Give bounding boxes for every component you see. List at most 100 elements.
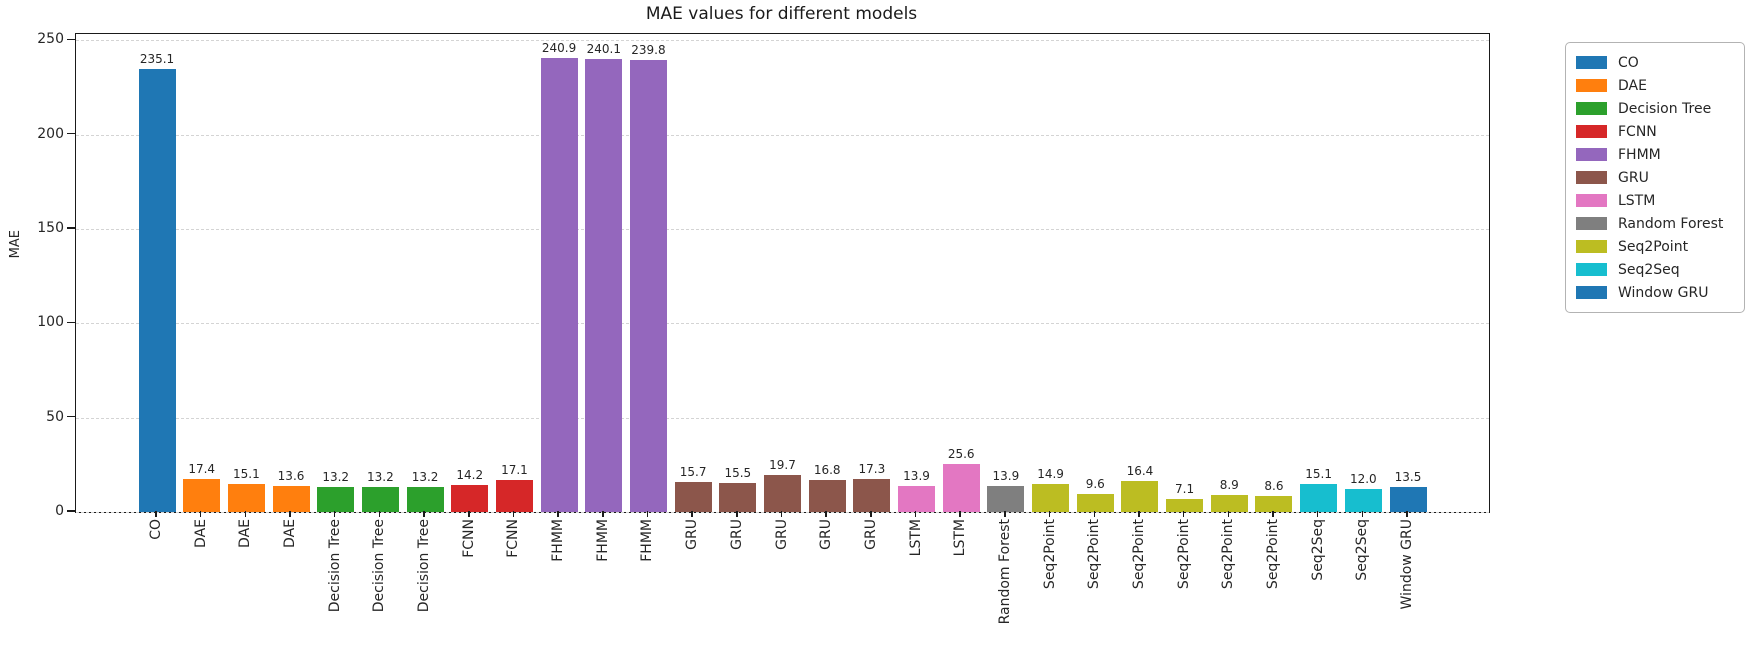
bar-value-label: 17.3 [858, 462, 886, 477]
x-tick-mark [1093, 511, 1095, 517]
y-tick-label: 250 [37, 31, 64, 48]
bar-dae [183, 479, 221, 512]
bar-random-forest [987, 485, 1025, 512]
x-tick-mark [289, 511, 291, 517]
bar-fcnn [451, 485, 489, 512]
x-tick-label: LSTM [952, 519, 969, 557]
bar-value-label: 9.6 [1085, 476, 1105, 491]
x-tick-label: CO [148, 519, 164, 540]
y-tick-label: 50 [46, 408, 64, 425]
bar-value-label: 13.2 [322, 470, 350, 485]
legend-label: CO [1618, 54, 1639, 71]
bar-value-label: 13.9 [992, 468, 1020, 483]
legend-swatch [1576, 125, 1607, 138]
bar-fhmm [585, 59, 623, 512]
bar-value-label: 7.1 [1175, 481, 1195, 496]
bar-seq2seq [1300, 483, 1338, 512]
x-tick-mark [1182, 511, 1185, 517]
bar-value-label: 14.2 [456, 468, 484, 483]
legend-label: FCNN [1618, 123, 1657, 140]
legend-label: Decision Tree [1618, 100, 1712, 117]
x-tick-mark [199, 511, 202, 517]
bar-lstm [942, 463, 980, 512]
x-tick-label: GRU [818, 519, 835, 550]
x-tick-mark [1048, 511, 1051, 517]
bar-value-label: 239.8 [631, 42, 666, 57]
legend-swatch [1576, 102, 1607, 115]
bar-gru [764, 474, 801, 512]
x-tick-mark [1138, 511, 1140, 517]
legend-item: CO [1576, 51, 1734, 74]
bar-seq2point [1121, 481, 1159, 512]
x-tick-mark [512, 511, 515, 517]
x-tick-mark [244, 511, 247, 517]
bar-seq2point [1166, 498, 1204, 512]
x-tick-label: Decision Tree [326, 519, 343, 613]
bar-fhmm [629, 59, 667, 512]
bar-value-label: 13.9 [903, 468, 930, 483]
x-tick-mark [736, 511, 738, 517]
x-tick-label: Seq2Seq [1354, 519, 1371, 581]
legend-swatch [1576, 240, 1607, 253]
legend-label: Random Forest [1618, 215, 1724, 232]
x-tick-label: FCNN [505, 519, 522, 558]
legend-swatch [1576, 79, 1607, 92]
y-tick-label: 200 [37, 125, 64, 142]
gridline [76, 512, 1489, 513]
legend-label: LSTM [1618, 192, 1656, 209]
bar-value-label: 8.6 [1264, 478, 1284, 493]
legend-swatch [1576, 286, 1607, 299]
x-tick-mark [155, 511, 157, 517]
y-tick-mark [67, 132, 75, 135]
x-tick-label: Seq2Point [1264, 519, 1281, 590]
x-tick-mark [1227, 511, 1230, 517]
legend-swatch [1576, 194, 1607, 207]
x-tick-label: Random Forest [996, 519, 1013, 625]
legend-label: GRU [1618, 169, 1649, 186]
gridline [76, 323, 1489, 325]
x-tick-mark [959, 511, 961, 517]
legend-item: LSTM [1576, 189, 1734, 212]
x-tick-label: FHMM [639, 519, 656, 562]
bar-lstm [898, 485, 936, 512]
bar-seq2point [1255, 495, 1293, 512]
legend-label: FHMM [1618, 146, 1661, 163]
legend-item: Decision Tree [1576, 97, 1734, 120]
x-tick-label: LSTM [907, 519, 924, 557]
bar-value-label: 235.1 [139, 51, 175, 66]
legend-item: FHMM [1576, 143, 1734, 166]
legend-item: Seq2Seq [1576, 258, 1734, 281]
x-tick-mark [333, 511, 336, 517]
bar-value-label: 14.9 [1037, 466, 1064, 481]
bar-value-label: 15.7 [679, 465, 707, 480]
gridline [76, 417, 1489, 419]
bar-value-label: 13.5 [1394, 469, 1422, 484]
legend-swatch [1576, 171, 1607, 184]
bar-value-label: 240.9 [541, 40, 577, 55]
bar-value-label: 17.4 [188, 462, 216, 477]
bar-value-label: 16.8 [813, 463, 841, 478]
x-tick-mark [1406, 511, 1408, 517]
x-tick-mark [602, 511, 604, 517]
bar-value-label: 13.6 [277, 469, 305, 484]
y-tick-mark [67, 227, 75, 229]
plot-area: 235.1 17.4 15.1 13.6 13.2 13.2 13.2 14.2 17.1 240… [75, 33, 1490, 513]
bar-dae [272, 486, 310, 512]
bar-seq2point [1076, 493, 1114, 512]
x-tick-label: FHMM [550, 519, 567, 562]
bar-value-label: 15.5 [724, 465, 752, 480]
x-tick-mark [646, 511, 649, 517]
legend-swatch [1576, 217, 1607, 230]
bar-decision-tree [361, 487, 399, 512]
x-tick-label: Seq2Point [1130, 519, 1147, 590]
bar-value-label: 13.2 [367, 470, 394, 485]
y-tick-mark [67, 510, 75, 512]
x-tick-mark [557, 511, 559, 517]
x-tick-mark [914, 511, 917, 517]
bar-window-gru [1389, 486, 1427, 512]
legend-swatch [1576, 263, 1607, 276]
bar-value-label: 240.1 [586, 42, 621, 57]
bar-value-label: 8.9 [1219, 478, 1239, 493]
x-tick-mark [423, 511, 425, 517]
x-tick-label: FCNN [460, 519, 477, 558]
